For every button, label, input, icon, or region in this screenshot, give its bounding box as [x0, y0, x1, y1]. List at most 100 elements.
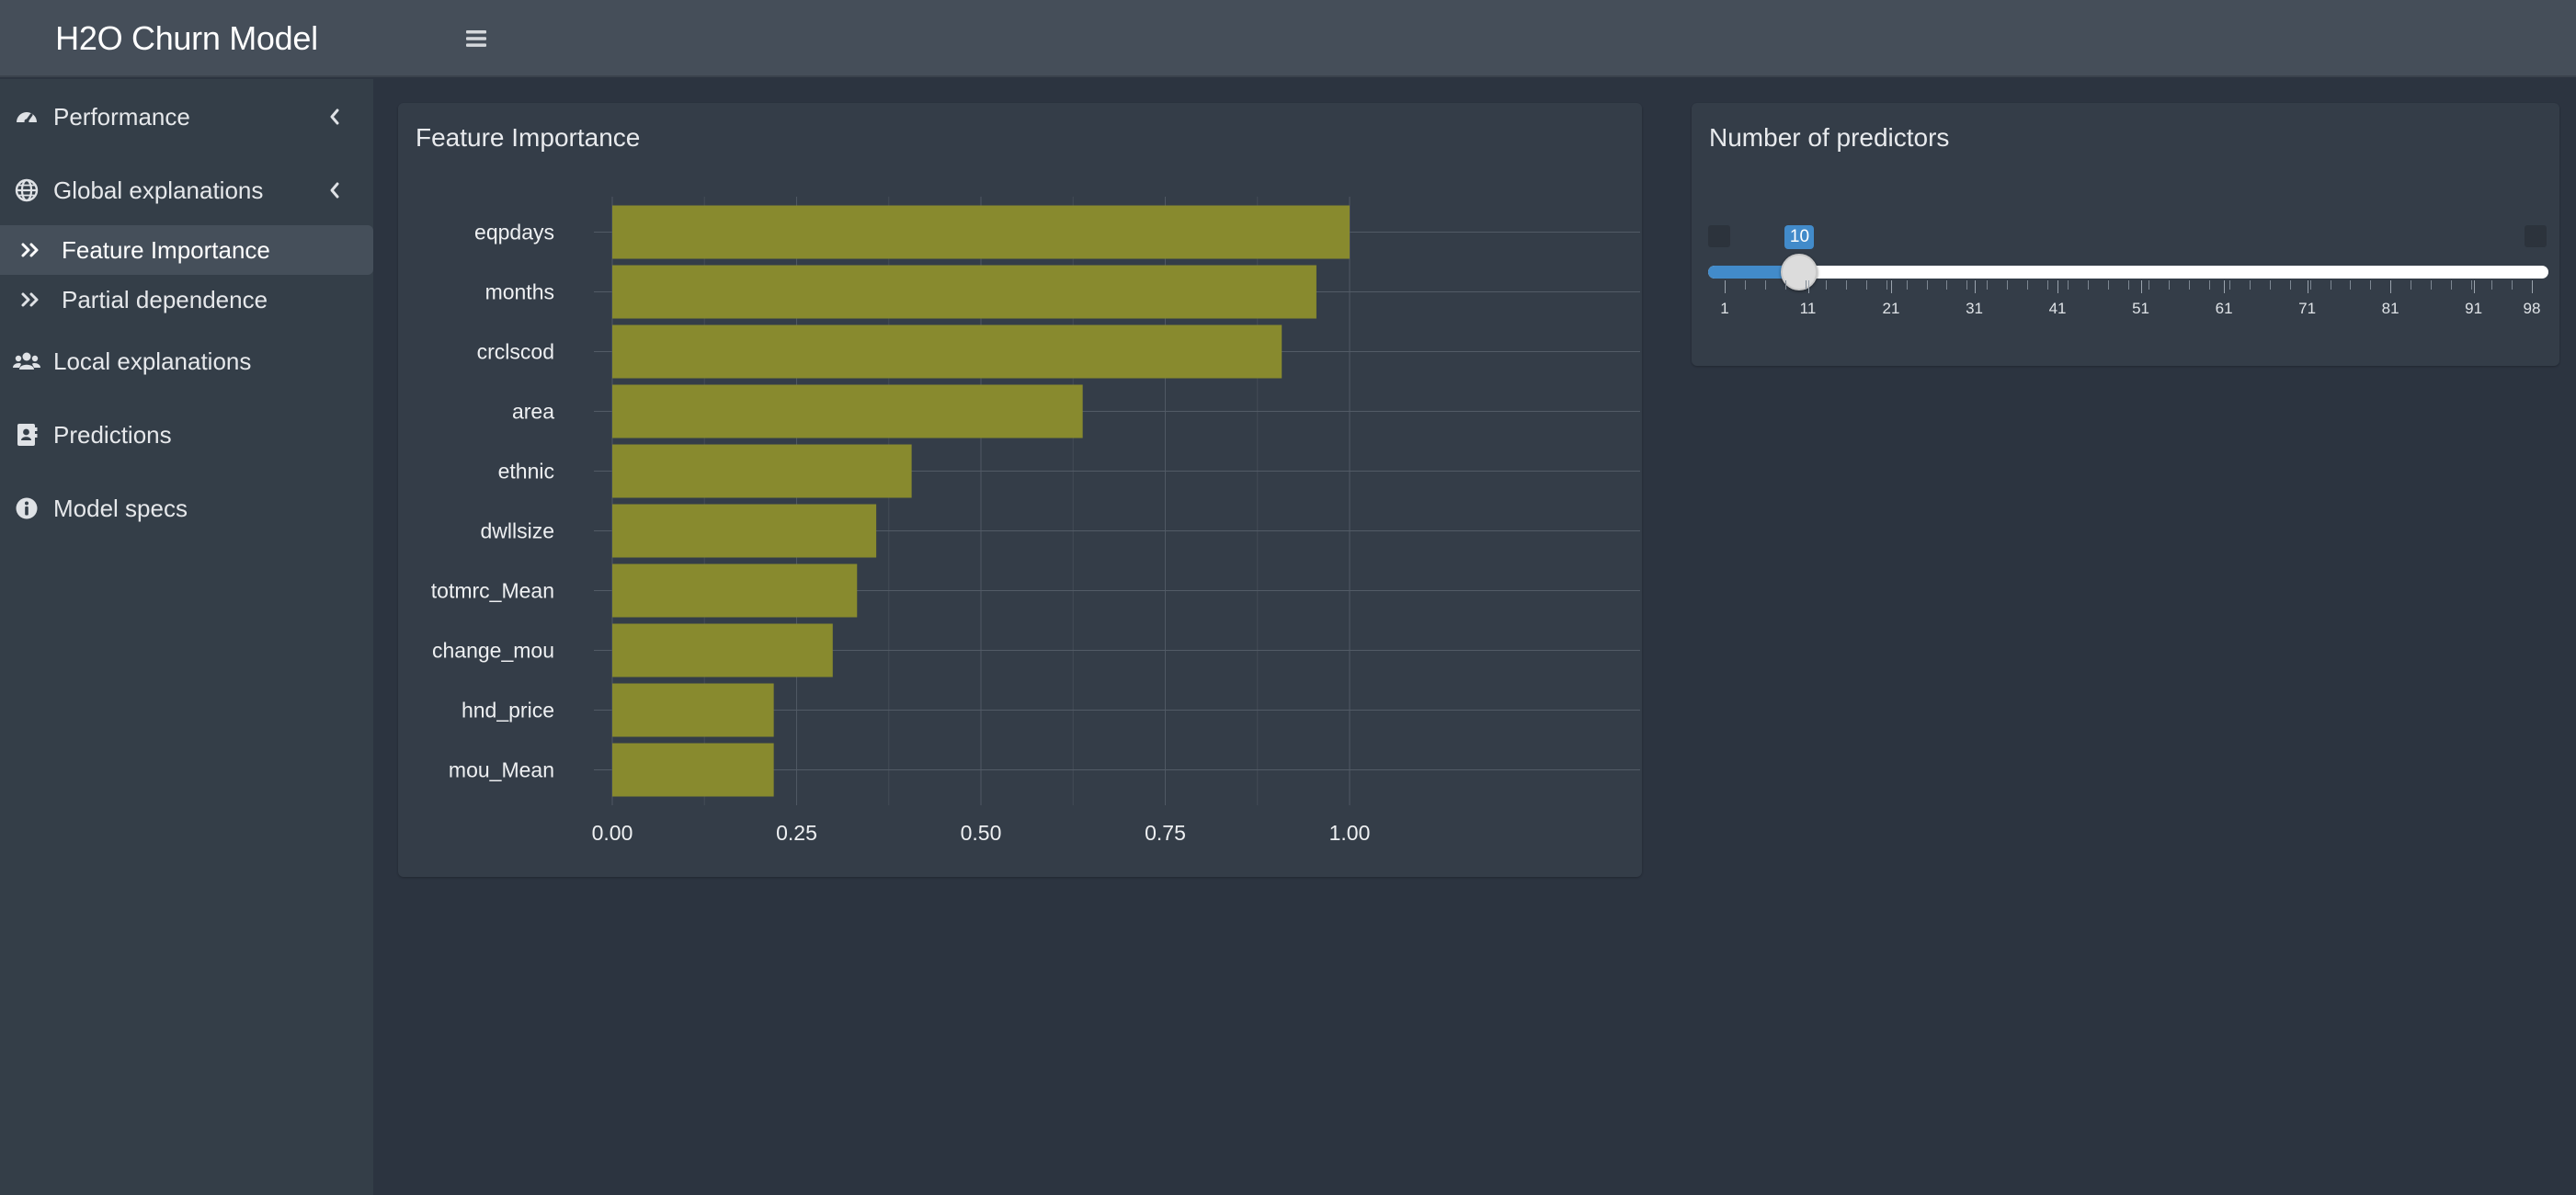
slider-grid-tick: [2128, 280, 2129, 290]
category-label: change_mou: [432, 639, 554, 663]
slider-grid-tick: [1886, 280, 1887, 290]
slider-grid-tick: [2471, 280, 2473, 290]
category-label: crclscod: [477, 340, 554, 364]
sidebar-item-local-explanations[interactable]: Local explanations: [0, 336, 373, 387]
slider-grid-tick: [2068, 280, 2069, 290]
feature-importance-box: Feature Importance eqpdays months crclscod…: [398, 103, 1642, 877]
x-tick-label: 0.75: [1145, 821, 1186, 845]
chevron-left-icon: [324, 179, 346, 201]
slider-grid-tick: [2249, 280, 2251, 290]
slider-grid-tick: [2108, 280, 2110, 290]
slider-grid-tick: [2491, 280, 2493, 290]
slider-grid-tick: [2350, 280, 2352, 290]
category-label: dwllsize: [480, 519, 554, 543]
x-tick-label: 0.25: [776, 821, 817, 845]
sidebar-item-label: Global explanations: [53, 176, 264, 204]
double-chevron-right-icon: [18, 238, 42, 262]
bar: [612, 683, 774, 737]
slider-grid-label: 41: [2048, 300, 2067, 317]
slider-grid-tick: [2047, 280, 2049, 290]
slider-track[interactable]: [1708, 266, 2548, 279]
slider-grid-major-tick: [1807, 280, 1809, 293]
slider-grid-tick: [1946, 280, 1948, 290]
slider-grid-tick: [2208, 280, 2210, 290]
category-label: totmrc_Mean: [431, 579, 554, 603]
slider-grid-tick: [1845, 280, 1847, 290]
slider-grid-tick: [2431, 280, 2433, 290]
slider-grid-tick: [2370, 280, 2372, 290]
bar: [612, 324, 1282, 379]
slider-grid-major-tick: [1974, 280, 1976, 293]
slider-grid-major-tick: [2390, 280, 2392, 293]
sidebar-item-label: Local explanations: [53, 347, 252, 375]
sidebar-item-global-explanations[interactable]: Global explanations: [0, 165, 373, 216]
category-label: months: [485, 280, 554, 304]
slider-grid-tick: [2228, 280, 2230, 290]
slider-grid-tick: [2088, 280, 2090, 290]
slider-fill: [1708, 266, 1800, 279]
address-book-icon: [13, 421, 40, 449]
slider-value-bubble: 10: [1784, 225, 1815, 249]
slider-grid-label: 11: [1799, 300, 1817, 317]
sidebar-item-label: Performance: [53, 102, 190, 131]
slider-grid-label: 21: [1882, 300, 1900, 317]
hamburger-icon[interactable]: [458, 20, 495, 57]
slider-grid-tick: [1744, 280, 1746, 290]
slider-grid-tick: [2269, 280, 2271, 290]
slider-grid-tick: [2289, 280, 2291, 290]
slider-grid-tick: [1987, 280, 1989, 290]
slider-grid-label: 91: [2465, 300, 2483, 317]
x-tick-label: 0.00: [592, 821, 633, 845]
slider-grid-major-tick: [2532, 280, 2533, 293]
double-chevron-right-icon: [18, 288, 42, 312]
slider-grid-tick: [1966, 280, 1968, 290]
users-icon: [13, 347, 40, 375]
sidebar-subitem-partial-dependence[interactable]: Partial dependence: [0, 275, 373, 324]
app-title[interactable]: H2O Churn Model: [55, 19, 318, 57]
sidebar-subitem-feature-importance[interactable]: Feature Importance: [0, 225, 373, 275]
slider-grid-label: 71: [2298, 300, 2317, 317]
sidebar-item-label: Model specs: [53, 494, 188, 522]
slider-grid-label: 98: [2523, 300, 2541, 317]
slider-max-marker: [2525, 225, 2547, 247]
slider-grid-tick: [2007, 280, 2009, 290]
slider-grid-label: 81: [2381, 300, 2399, 317]
slider-grid-tick: [2451, 280, 2453, 290]
slider-grid-label: 1: [1720, 300, 1729, 317]
bar: [612, 265, 1316, 319]
bar: [612, 743, 774, 797]
slider-grid-tick: [2168, 280, 2170, 290]
slider-grid-label: 51: [2132, 300, 2150, 317]
slider-grid-major-tick: [2057, 280, 2059, 293]
feature-importance-chart: eqpdays months crclscod area ethnic dwllsize t…: [431, 197, 1640, 845]
app-header: H2O Churn Model: [0, 0, 2576, 77]
slider-min-marker: [1708, 225, 1730, 247]
slider-grid-label: 31: [1966, 300, 1983, 317]
slider-grid-label: 61: [2215, 300, 2233, 317]
bar: [612, 205, 1350, 259]
slider-grid-tick: [2027, 280, 2029, 290]
sidebar-subitem-label: Partial dependence: [62, 285, 268, 313]
slider-grid-tick: [1784, 280, 1786, 290]
slider-grid-tick: [2188, 280, 2190, 290]
slider-handle[interactable]: [1781, 254, 1818, 290]
box-title: Number of predictors: [1709, 123, 1950, 152]
box-title: Feature Importance: [416, 123, 641, 152]
tachometer-icon: [13, 103, 40, 131]
sidebar-item-performance[interactable]: Performance: [0, 91, 373, 142]
sidebar-item-label: Predictions: [53, 420, 172, 449]
sidebar-item-model-specs[interactable]: Model specs: [0, 483, 373, 534]
bar: [612, 444, 912, 498]
category-label: ethnic: [498, 460, 554, 484]
x-tick-label: 1.00: [1329, 821, 1371, 845]
sidebar-subitem-label: Feature Importance: [62, 235, 270, 264]
slider-grid-tick: [2512, 280, 2513, 290]
slider-grid-major-tick: [1891, 280, 1893, 293]
slider-grid-tick: [1764, 280, 1766, 290]
chevron-left-icon: [324, 106, 346, 128]
sidebar-item-predictions[interactable]: Predictions: [0, 409, 373, 461]
slider-grid-major-tick: [2224, 280, 2226, 293]
bar: [612, 563, 858, 618]
bar: [612, 384, 1083, 438]
slider-grid-tick: [1865, 280, 1867, 290]
